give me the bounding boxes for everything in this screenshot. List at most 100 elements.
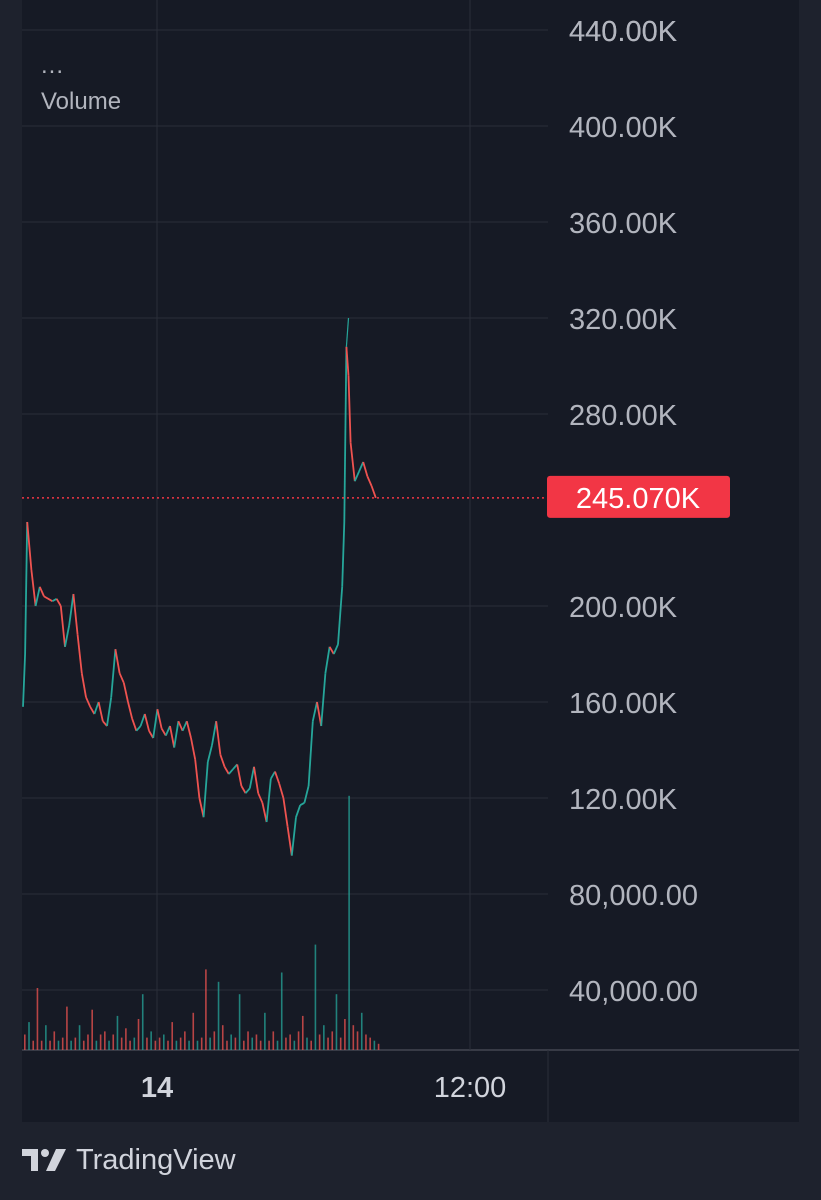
volume-bar[interactable] [137, 1019, 140, 1050]
volume-bar[interactable] [167, 1040, 169, 1050]
price-candle[interactable] [135, 725, 142, 732]
price-candle[interactable] [190, 737, 197, 760]
price-candle[interactable] [139, 713, 146, 727]
price-candle[interactable] [89, 706, 96, 715]
volume-bar[interactable] [230, 1034, 232, 1051]
price-candle[interactable] [353, 471, 360, 482]
price-axis-label[interactable]: 320.00K [569, 304, 678, 336]
volume-bar[interactable] [310, 1040, 312, 1050]
price-candle[interactable] [177, 720, 184, 732]
price-candle[interactable] [236, 764, 243, 787]
price-axis-label[interactable]: 440.00K [569, 16, 678, 48]
volume-bar[interactable] [318, 1034, 321, 1051]
time-axis-label[interactable]: 12:00 [434, 1072, 507, 1104]
price-candle[interactable] [337, 586, 344, 645]
price-candle[interactable] [198, 797, 205, 818]
price-candle[interactable] [345, 346, 350, 376]
price-candle[interactable] [72, 593, 79, 635]
price-candle[interactable] [347, 375, 352, 443]
price-wick[interactable] [345, 317, 350, 347]
price-candle[interactable] [324, 646, 331, 674]
volume-bar[interactable] [171, 1022, 174, 1050]
price-candle[interactable] [240, 785, 247, 794]
legend-volume-label[interactable]: Volume [41, 88, 122, 115]
price-candle[interactable] [43, 595, 53, 602]
volume-bar[interactable] [175, 1040, 178, 1050]
volume-bar[interactable] [91, 1009, 93, 1050]
price-candle[interactable] [257, 792, 264, 804]
volume-bar[interactable] [154, 1040, 157, 1050]
volume-bar[interactable] [184, 1031, 186, 1050]
volume-bar[interactable] [331, 1031, 334, 1050]
price-candle[interactable] [332, 644, 339, 655]
volume-bar[interactable] [373, 1040, 376, 1050]
price-candle[interactable] [366, 476, 373, 487]
volume-bar[interactable] [297, 1031, 300, 1050]
price-candle[interactable] [261, 802, 268, 823]
price-candle[interactable] [328, 646, 335, 655]
volume-bar[interactable] [272, 1031, 275, 1050]
volume-bar[interactable] [205, 969, 207, 1050]
volume-bar[interactable] [36, 988, 39, 1050]
volume-bar[interactable] [369, 1037, 371, 1050]
price-candle[interactable] [181, 720, 188, 732]
price-candle[interactable] [278, 783, 285, 799]
volume-bar[interactable] [352, 1025, 355, 1050]
price-candle[interactable] [295, 804, 302, 818]
price-candle[interactable] [219, 754, 226, 768]
price-candle[interactable] [51, 598, 58, 602]
price-candle[interactable] [152, 709, 159, 739]
volume-bar[interactable] [192, 1012, 195, 1050]
volume-bar[interactable] [61, 1037, 64, 1050]
price-axis-label[interactable]: 80,000.00 [569, 880, 698, 912]
price-axis-label[interactable]: 200.00K [569, 592, 678, 624]
volume-bar[interactable] [24, 1034, 26, 1051]
price-candle[interactable] [38, 586, 45, 597]
volume-bar[interactable] [99, 1034, 102, 1051]
price-candle[interactable] [299, 802, 305, 806]
volume-bar[interactable] [377, 1043, 380, 1050]
time-axis-label[interactable]: 14 [141, 1072, 173, 1104]
price-candle[interactable] [349, 442, 356, 482]
price-candle[interactable] [173, 721, 180, 748]
volume-bar[interactable] [133, 1037, 136, 1050]
volume-bar[interactable] [66, 1006, 68, 1050]
volume-bar[interactable] [120, 1037, 123, 1050]
price-candle[interactable] [282, 797, 289, 827]
price-candle[interactable] [274, 771, 281, 784]
volume-bar[interactable] [196, 1040, 199, 1050]
price-candle[interactable] [253, 766, 260, 794]
volume-bar[interactable] [74, 1037, 77, 1050]
price-candle[interactable] [202, 761, 209, 818]
price-candle[interactable] [228, 768, 234, 775]
price-candle[interactable] [211, 721, 218, 746]
price-candle[interactable] [270, 771, 276, 780]
volume-bar[interactable] [209, 1037, 211, 1050]
volume-bar[interactable] [141, 994, 144, 1050]
price-candle[interactable] [164, 725, 171, 736]
price-candle[interactable] [22, 653, 26, 707]
price-candle[interactable] [68, 593, 75, 626]
price-candle[interactable] [106, 697, 113, 727]
volume-bar[interactable] [87, 1034, 89, 1051]
price-candle[interactable] [30, 569, 37, 607]
volume-bar[interactable] [70, 1040, 72, 1050]
volume-bar[interactable] [348, 795, 350, 1050]
price-candle[interactable] [160, 727, 167, 737]
price-axis-label[interactable]: 280.00K [569, 400, 678, 432]
last-price-tag[interactable] [547, 475, 730, 518]
price-candle[interactable] [265, 778, 272, 823]
volume-bar[interactable] [179, 1037, 182, 1050]
volume-bar[interactable] [129, 1040, 131, 1050]
price-axis-label[interactable]: 40,000.00 [569, 976, 698, 1008]
volume-bar[interactable] [226, 1040, 228, 1050]
price-candle[interactable] [194, 759, 201, 799]
volume-bar[interactable] [112, 1034, 115, 1051]
price-candle[interactable] [244, 787, 251, 794]
volume-bar[interactable] [327, 1037, 329, 1050]
volume-bar[interactable] [264, 1012, 266, 1050]
volume-bar[interactable] [238, 994, 241, 1050]
volume-bar[interactable] [217, 981, 220, 1050]
volume-bar[interactable] [78, 1025, 81, 1050]
volume-bar[interactable] [276, 1040, 279, 1050]
